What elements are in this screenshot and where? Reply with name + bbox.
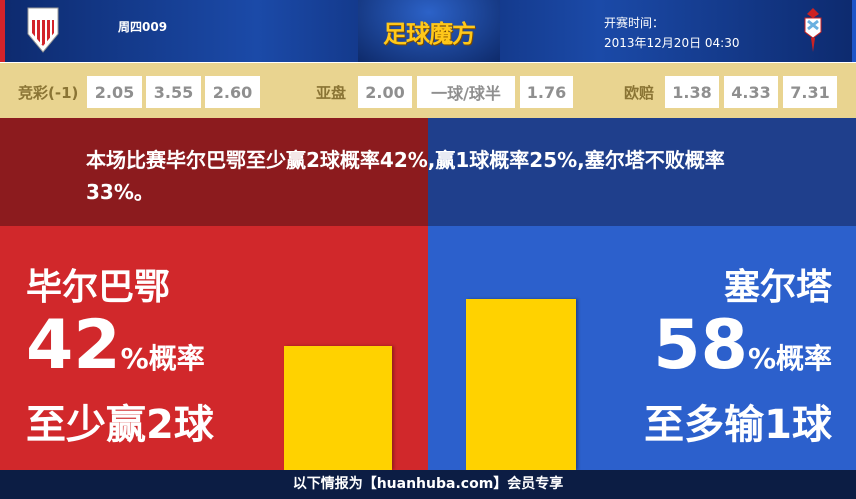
asian-odds-home: 2.00	[358, 76, 412, 108]
kickoff-label: 开赛时间：	[604, 16, 665, 30]
european-label: 欧赔	[624, 84, 655, 102]
match-number: 周四009	[118, 20, 168, 34]
away-team-name: 塞尔塔	[723, 267, 832, 308]
european-odds-loss: 7.31	[783, 76, 837, 108]
jingcai-odds-loss: 2.60	[205, 76, 260, 108]
left-strip	[0, 0, 5, 62]
european-odds-draw: 4.33	[724, 76, 778, 108]
home-percent-suffix: %概率	[120, 342, 205, 375]
jingcai-odds-win: 2.05	[87, 76, 142, 108]
home-result: 至少赢2球	[26, 402, 214, 448]
header: 周四009 足球魔方 开赛时间： 2013年12月20日 04:30	[0, 0, 856, 62]
away-percent: 58%概率	[653, 312, 832, 393]
home-percent: 42%概率	[26, 312, 205, 393]
odds-bar: 竞彩(-1) 2.05 3.55 2.60 亚盘 2.00 一球/球半 1.76…	[0, 62, 856, 118]
jingcai-odds-draw: 3.55	[146, 76, 201, 108]
right-strip	[852, 0, 856, 62]
away-percent-value: 58	[653, 306, 748, 385]
asian-odds-away: 1.76	[520, 76, 573, 108]
kickoff-time: 2013年12月20日 04:30	[604, 36, 740, 50]
home-team-name: 毕尔巴鄂	[26, 267, 171, 308]
away-percent-suffix: %概率	[747, 342, 832, 375]
asian-label: 亚盘	[316, 84, 347, 102]
away-probability-bar	[466, 299, 576, 470]
home-probability-bar	[284, 346, 392, 470]
summary-band-right	[428, 118, 856, 226]
logo: 足球魔方	[358, 0, 500, 62]
athletic-club-crest-icon	[27, 7, 59, 53]
away-result: 至多输1球	[644, 402, 832, 448]
european-odds-win: 1.38	[665, 76, 719, 108]
member-footer[interactable]: 以下情报为【huanhuba.com】会员专享	[0, 470, 856, 499]
summary-text: 本场比赛毕尔巴鄂至少赢2球概率42%,赢1球概率25%,塞尔塔不败概率33%。	[86, 148, 725, 204]
home-percent-value: 42	[26, 306, 121, 385]
asian-handicap: 一球/球半	[417, 76, 515, 108]
celta-crest-icon	[804, 8, 822, 52]
jingcai-label: 竞彩(-1)	[18, 84, 79, 102]
summary-band-left	[0, 118, 428, 226]
